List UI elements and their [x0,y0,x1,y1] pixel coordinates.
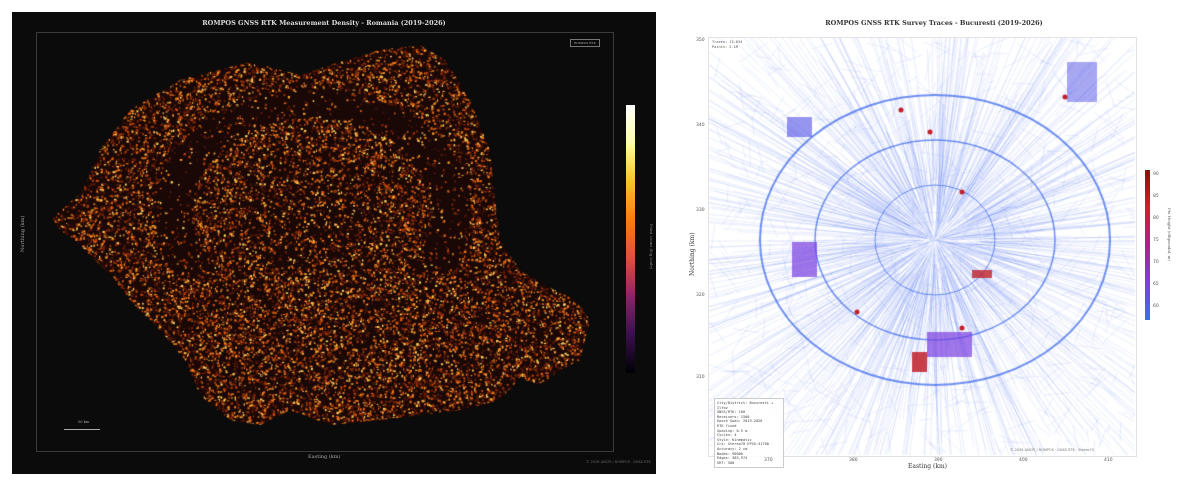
trace-summary: Traces: 15,634 Points: 2.1M [712,40,742,49]
stat-line: Receivers: 1500 [717,414,750,419]
map-title: ROMPOS GNSS RTK Survey Traces - Bucurest… [825,19,1043,27]
credit-text: © 2026 ANCPI / ROMPOS · GNSS RTK [586,460,651,464]
x-axis-label: Easting (km) [908,463,947,470]
y-axis-label: Northing (km) [689,232,696,276]
stat-line: Style: Kinematic [717,437,752,442]
map-frame [708,37,1137,457]
y-tick: 330 [696,208,705,213]
colorbar-tick: 80 [1153,216,1159,221]
x-tick: 370 [764,458,773,463]
stat-line: Accuracy: 2 cm [717,446,748,451]
colorbar-tick: 90 [1153,172,1159,177]
x-tick: 410 [1104,458,1113,463]
stat-line: Cycles: 4 [717,433,737,438]
info-line: Traces: 15,634 [712,40,743,44]
stat-line: RTK fixed [717,423,737,428]
stat-line: Spacing: 0.5 m [717,428,748,433]
colorbar-tick: 60 [1153,304,1159,309]
density-heatmap [12,12,656,474]
x-tick: 390 [934,458,943,463]
stat-line: Crs: Stereo70 EPSG:31700 [717,442,769,447]
romania-density-map-panel: ROMPOS GNSS RTK Measurement Density - Ro… [12,12,656,474]
colorbar-tick: 85 [1153,194,1159,199]
stat-line: City/District: Bucuresti + Ilfov [717,401,774,410]
colorbar-tick: 75 [1153,238,1159,243]
y-tick: 340 [696,123,705,128]
stat-line: GNSS/RTK: 100 [717,410,746,415]
credit-text: © 2026 ANCPI / ROMPOS · GNSS RTK · Stere… [1010,448,1094,452]
y-tick: 320 [696,293,705,298]
colorbar-tick: 65 [1153,282,1159,287]
scale-bar [64,429,100,430]
info-line: Points: 2.1M [712,44,738,49]
map-title: ROMPOS GNSS RTK Measurement Density - Ro… [202,19,446,27]
y-axis-label: Northing (km) [20,215,26,252]
scale-bar-label: 50 km [78,420,90,424]
statistics-box: City/District: Bucuresti + Ilfov GNSS/RTK… [714,398,784,469]
stat-line: Nodes: 90000 [717,451,743,456]
stat-line: SRT: 500 [717,460,735,465]
density-colorbar [626,105,635,373]
y-tick: 310 [696,375,705,380]
survey-traces-plot [672,12,1188,474]
map-frame [36,32,614,452]
x-tick: 400 [1019,458,1028,463]
bucharest-traces-map-panel: ROMPOS GNSS RTK Survey Traces - Bucurest… [672,12,1188,474]
colorbar-label: Fix Height (ellipsoidal, m) [1167,208,1172,261]
map-legend: ROMPOS RTK [570,39,600,47]
stat-line: Edges: 385,974 [717,456,748,461]
colorbar-label: Point count (log scale) [649,224,654,270]
x-tick: 380 [849,458,858,463]
height-colorbar [1145,170,1150,320]
stat-line: Epoch Span: 2019-2026 [717,419,763,424]
x-axis-label: Easting (km) [308,454,341,460]
y-tick: 350 [696,38,705,43]
colorbar-tick: 70 [1153,260,1159,265]
